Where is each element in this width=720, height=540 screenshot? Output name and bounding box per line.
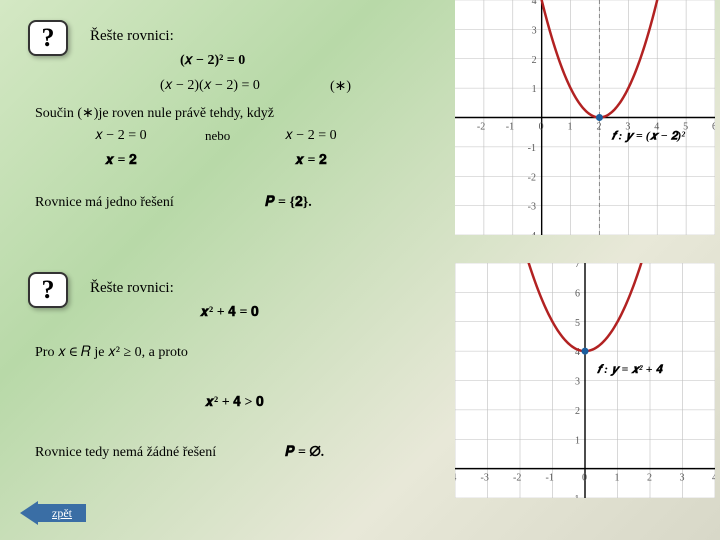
svg-text:1: 1 — [615, 473, 620, 484]
svg-text:3: 3 — [680, 473, 685, 484]
svg-text:-2: -2 — [477, 122, 485, 133]
svg-text:3: 3 — [532, 25, 537, 36]
back-arrow-icon — [20, 501, 38, 525]
chart-1: -2-10123456-4-3-2-11234𝒇 : 𝒚 = (𝒙 − 𝟐)² — [455, 0, 715, 235]
svg-text:-1: -1 — [571, 494, 579, 498]
prompt-2: Řešte rovnici: — [90, 280, 174, 297]
p1-ast: (∗) — [330, 78, 351, 95]
p1-line3a: 𝒙 = 𝟐 — [105, 153, 137, 169]
svg-text:𝒇 : 𝒚 = (𝒙 − 𝟐)²: 𝒇 : 𝒚 = (𝒙 − 𝟐)² — [610, 129, 685, 143]
p1-line2a: 𝑥 − 2 = 0 — [95, 128, 147, 144]
back-button[interactable]: zpět — [20, 501, 86, 525]
svg-text:-4: -4 — [528, 231, 536, 235]
p1-line2b: nebo — [205, 128, 230, 144]
back-label: zpět — [38, 504, 86, 522]
p1-line2c: 𝑥 − 2 = 0 — [285, 128, 337, 144]
svg-text:-1: -1 — [506, 122, 514, 133]
svg-text:3: 3 — [575, 377, 580, 388]
svg-text:-3: -3 — [481, 473, 489, 484]
question-mark-1: ? — [28, 20, 68, 56]
svg-text:-4: -4 — [455, 473, 456, 484]
p1-line4b: 𝑷 = {𝟐}. — [265, 195, 312, 211]
p2-line3b: 𝑷 = ∅. — [285, 445, 324, 461]
svg-text:6: 6 — [575, 288, 580, 299]
svg-text:𝒇 : 𝒚 = 𝒙² + 𝟒: 𝒇 : 𝒚 = 𝒙² + 𝟒 — [596, 362, 663, 376]
svg-text:2: 2 — [575, 406, 580, 417]
svg-text:4: 4 — [532, 0, 537, 7]
svg-text:0: 0 — [582, 473, 587, 484]
chart-2: -4-3-2-101234-11234567𝒇 : 𝒚 = 𝒙² + 𝟒 — [455, 263, 715, 498]
p2-line2: 𝒙² + 𝟒 > 𝟎 — [205, 395, 264, 411]
p2-line1: Pro 𝑥 ∈ 𝑅 je 𝑥² ≥ 0, a proto — [35, 345, 188, 361]
question-mark-2: ? — [28, 272, 68, 308]
p2-line3a: Rovnice tedy nemá žádné řešení — [35, 445, 216, 461]
svg-text:1: 1 — [532, 84, 537, 95]
svg-text:-3: -3 — [528, 202, 536, 213]
p1-eq1: (𝑥 − 2)² = 0 — [180, 53, 245, 69]
svg-text:6: 6 — [712, 122, 715, 133]
svg-text:2: 2 — [647, 473, 652, 484]
svg-text:7: 7 — [575, 263, 580, 270]
svg-text:5: 5 — [575, 318, 580, 329]
svg-text:1: 1 — [575, 435, 580, 446]
svg-text:-2: -2 — [528, 172, 536, 183]
svg-text:-1: -1 — [528, 143, 536, 154]
p1-line3b: 𝒙 = 𝟐 — [295, 153, 327, 169]
p2-eq1: 𝒙² + 𝟒 = 𝟎 — [200, 305, 259, 321]
p1-line4a: Rovnice má jedno řešení — [35, 195, 174, 211]
svg-text:-2: -2 — [513, 473, 521, 484]
svg-text:2: 2 — [596, 122, 601, 133]
svg-text:4: 4 — [712, 473, 715, 484]
p1-eq2: (𝑥 − 2)(𝑥 − 2) = 0 — [160, 78, 260, 94]
svg-text:1: 1 — [568, 122, 573, 133]
prompt-1: Řešte rovnici: — [90, 28, 174, 45]
p1-line1: Součin (∗)je roven nule právě tehdy, kdy… — [35, 105, 274, 122]
svg-text:-1: -1 — [546, 473, 554, 484]
svg-text:0: 0 — [539, 122, 544, 133]
svg-text:2: 2 — [532, 55, 537, 66]
